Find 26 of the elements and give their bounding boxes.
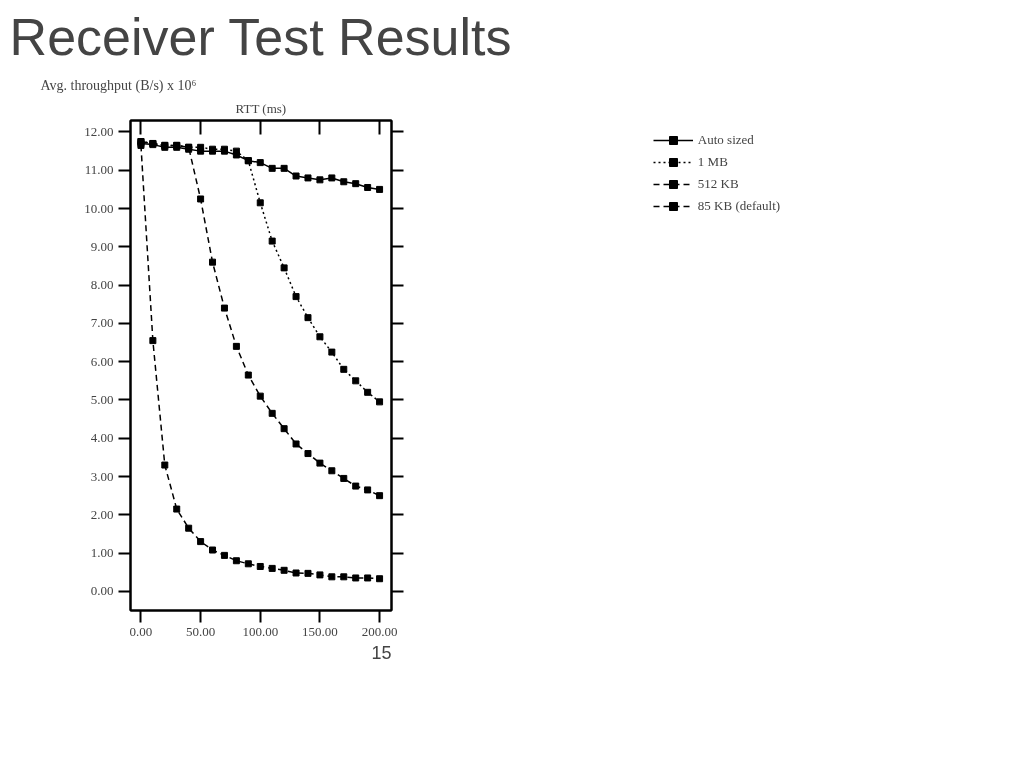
y-tick-label: 8.00 bbox=[90, 277, 114, 293]
y-tick-label: 6.00 bbox=[90, 353, 114, 369]
x-tick-label: 0.00 bbox=[129, 623, 153, 639]
y-tick-label: 0.00 bbox=[90, 583, 114, 599]
y-tick-label: 7.00 bbox=[90, 315, 114, 331]
x-tick-label: 200.00 bbox=[361, 623, 398, 639]
y-tick-label: 2.00 bbox=[90, 506, 114, 522]
legend-label: 512 KB bbox=[697, 176, 739, 192]
legend-label: Auto sized bbox=[697, 132, 754, 148]
x-tick-label: 100.00 bbox=[242, 623, 279, 639]
y-tick-label: 9.00 bbox=[90, 238, 114, 254]
y-tick-label: 3.00 bbox=[90, 468, 114, 484]
y-tick-label: 11.00 bbox=[84, 162, 114, 178]
y-tick-label: 12.00 bbox=[84, 123, 114, 139]
y-tick-label: 5.00 bbox=[90, 391, 114, 407]
y-axis-title: Avg. throughput (B/s) x 10⁶ bbox=[40, 77, 197, 94]
text: 15 bbox=[371, 642, 392, 663]
y-tick-label: 4.00 bbox=[90, 430, 114, 446]
x-tick-label: 150.00 bbox=[302, 623, 338, 639]
y-tick-label: 1.00 bbox=[90, 545, 114, 561]
legend-label: 85 KB (default) bbox=[697, 198, 781, 214]
x-axis-title: RTT (ms) bbox=[235, 100, 287, 116]
x-tick-label: 50.00 bbox=[185, 623, 216, 639]
y-tick-label: 10.00 bbox=[84, 200, 114, 216]
chart-title: Receiver Test Results bbox=[9, 7, 512, 66]
legend-label: 1 MB bbox=[697, 154, 728, 170]
